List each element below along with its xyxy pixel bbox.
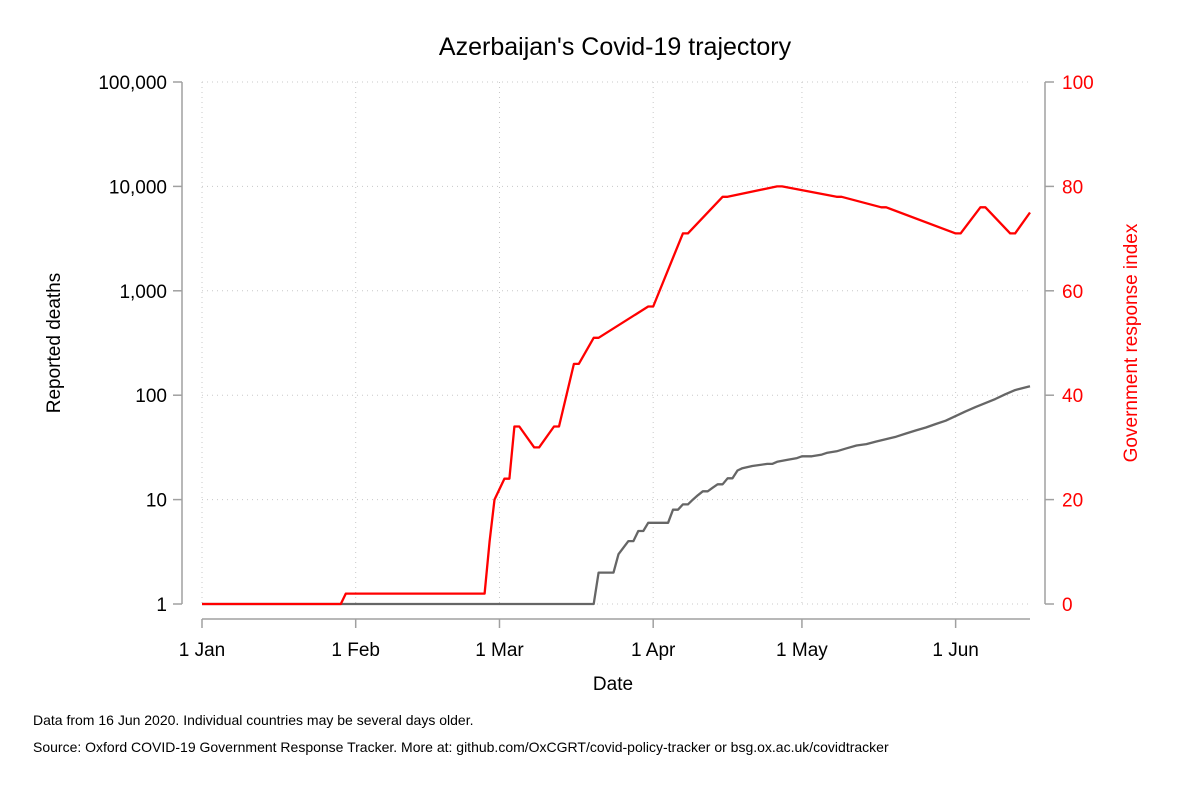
- x-tick-label: 1 Apr: [631, 640, 676, 661]
- footnote-source: Source: Oxford COVID-19 Government Respo…: [33, 739, 889, 755]
- y-left-tick-label: 10: [146, 491, 167, 512]
- footnote-data-date: Data from 16 Jun 2020. Individual countr…: [33, 712, 474, 728]
- y-right-tick-label: 40: [1062, 386, 1083, 407]
- y-right-tick-label: 0: [1062, 595, 1073, 616]
- y-right-tick-label: 60: [1062, 282, 1083, 303]
- y-left-tick-label: 1,000: [119, 282, 167, 303]
- x-tick-label: 1 Mar: [475, 640, 524, 661]
- y-left-tick-label: 100,000: [98, 73, 167, 94]
- axes: Azerbaijan's Covid-19 trajectory Date Re…: [44, 33, 1142, 695]
- y-left-tick-label: 10,000: [109, 177, 167, 198]
- series-line-reported-deaths: [202, 385, 1031, 606]
- series: [202, 185, 1031, 606]
- x-tick-label: 1 Feb: [331, 640, 380, 661]
- y-right-tick-label: 100: [1062, 73, 1094, 94]
- x-tick-label: 1 Jun: [932, 640, 978, 661]
- y-right-tick-label: 80: [1062, 177, 1083, 198]
- y-axis-label-right: Government response index: [1121, 223, 1142, 462]
- y-left-tick-label: 100: [135, 386, 167, 407]
- chart-svg: Azerbaijan's Covid-19 trajectory Date Re…: [44, 33, 1142, 695]
- y-axis-label-left: Reported deaths: [44, 273, 65, 414]
- x-tick-label: 1 May: [776, 640, 828, 661]
- gridlines: [201, 81, 1030, 605]
- x-tick-label: 1 Jan: [179, 640, 225, 661]
- y-left-tick-label: 1: [156, 595, 167, 616]
- series-line-government-response-index: [202, 185, 1031, 606]
- x-axis-label: Date: [593, 674, 633, 695]
- y-right-tick-label: 20: [1062, 491, 1083, 512]
- chart-title: Azerbaijan's Covid-19 trajectory: [439, 33, 792, 61]
